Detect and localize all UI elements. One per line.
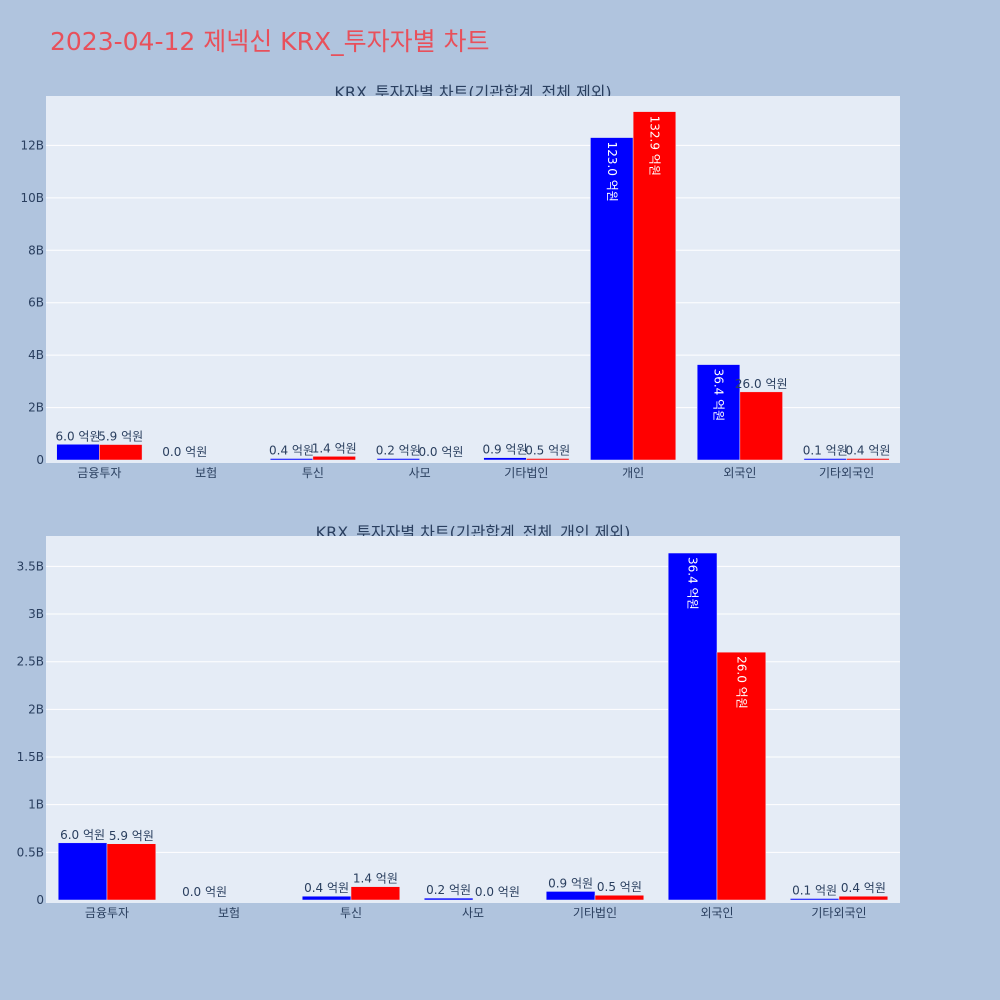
chart1-data-label: 0.9 억원 [483, 443, 528, 457]
chart1-xtick-label: 사모 [409, 466, 431, 480]
chart2-bar-sell [667, 552, 718, 901]
chart2-ytick-label: 1.5B [17, 750, 44, 764]
chart1-bar-buy [312, 456, 356, 461]
chart1-data-label: 0.1 억원 [803, 444, 848, 458]
chart1-ytick-label: 0 [36, 453, 44, 467]
chart1-xtick-label: 개인 [622, 466, 644, 480]
chart2-bar-sell [57, 842, 108, 901]
chart1-xtick-label: 기타외국인 [819, 466, 874, 480]
chart1-ytick-label: 8B [28, 243, 44, 257]
chart1-data-label: 0.0 억원 [162, 445, 207, 459]
chart2-data-label: 0.5 억원 [597, 880, 642, 894]
chart1-bar-buy [99, 444, 143, 461]
chart2-bar-buy [594, 894, 645, 901]
chart2-data-label: 1.4 억원 [353, 872, 398, 886]
chart1-ytick-label: 6B [28, 296, 44, 310]
chart2-data-label: 0.0 억원 [182, 885, 227, 899]
chart2-xtick-label: 기타법인 [573, 906, 617, 920]
chart1-bar-buy [526, 458, 570, 461]
chart1-xtick-label: 보험 [195, 466, 217, 480]
chart2-data-label: 0.4 억원 [841, 881, 886, 895]
chart1-data-label: 6.0 억원 [56, 429, 101, 443]
chart1-data-label: 0.4 억원 [845, 444, 890, 458]
chart1-data-label: 5.9 억원 [98, 430, 143, 444]
chart1-ytick-label: 2B [28, 401, 44, 415]
chart1-bar-buy [739, 391, 783, 461]
chart2-xtick-label: 외국인 [700, 906, 733, 920]
chart1-data-label: 26.0 억원 [735, 377, 788, 391]
chart2-ytick-label: 0 [36, 893, 44, 907]
chart2-xtick-label: 기타외국인 [811, 906, 866, 920]
chart2-bar-buy [838, 895, 889, 901]
chart2-bar-sell [301, 895, 352, 901]
chart2-ytick-label: 2B [28, 702, 44, 716]
chart1-bar-buy [632, 111, 677, 461]
chart2-bar-buy [106, 843, 157, 901]
chart2-data-label: 0.4 억원 [304, 881, 349, 895]
chart1-data-label: 1.4 억원 [312, 441, 357, 455]
chart2-xtick-label: 사모 [462, 906, 484, 920]
chart1-ytick-label: 12B [20, 138, 44, 152]
chart2-xtick-label: 투신 [340, 906, 362, 920]
chart2-plot-area [46, 536, 900, 903]
chart2-data-label: 0.0 억원 [475, 885, 520, 899]
chart2-ytick-label: 2.5B [17, 655, 44, 669]
chart2-data-label: 26.0 억원 [734, 656, 748, 709]
chart2-data-label: 0.2 억원 [426, 883, 471, 897]
chart1-data-label: 0.2 억원 [376, 444, 421, 458]
chart1-bar-buy [846, 458, 890, 461]
chart2-data-label: 5.9 억원 [109, 829, 154, 843]
chart1-data-label: 123.0 억원 [605, 142, 619, 202]
chart2-data-label: 0.1 억원 [792, 884, 837, 898]
chart1-xtick-label: 투신 [302, 466, 324, 480]
chart2-ytick-label: 3.5B [17, 559, 44, 573]
chart1-ytick-label: 10B [20, 191, 44, 205]
chart2-ytick-label: 0.5B [17, 845, 44, 859]
chart2-xtick-label: 금융투자 [85, 906, 129, 920]
chart1-data-label: 0.5 억원 [525, 444, 570, 458]
chart1-xtick-label: 외국인 [723, 466, 756, 480]
chart2-ytick-label: 1B [28, 798, 44, 812]
chart1-data-label: 132.9 억원 [647, 116, 661, 176]
chart1-bar-sell [590, 137, 634, 461]
chart2-bar-sell [545, 891, 596, 901]
chart2-ytick-label: 3B [28, 607, 44, 621]
chart1-xtick-label: 금융투자 [77, 466, 121, 480]
chart1-data-label: 36.4 억원 [712, 369, 726, 422]
page-title: 2023-04-12 제넥신 KRX_투자자별 차트 [50, 27, 490, 56]
chart1-data-label: 0.0 억원 [418, 445, 463, 459]
chart2-xtick-label: 보험 [218, 906, 240, 920]
chart2-bar-sell [789, 898, 840, 901]
chart2-data-label: 0.9 억원 [548, 876, 593, 890]
chart2-bar-sell [423, 897, 474, 901]
chart1-bar-sell [696, 364, 741, 461]
chart2-bar-buy [350, 886, 401, 901]
chart1-bar-sell [376, 458, 420, 461]
chart1-xtick-label: 기타법인 [504, 466, 548, 480]
chart2-data-label: 36.4 억원 [686, 557, 700, 610]
chart1-ytick-label: 4B [28, 348, 44, 362]
chart2-bar-buy [716, 651, 767, 901]
chart1-data-label: 0.4 억원 [269, 444, 314, 458]
chart2-data-label: 6.0 억원 [60, 828, 105, 842]
